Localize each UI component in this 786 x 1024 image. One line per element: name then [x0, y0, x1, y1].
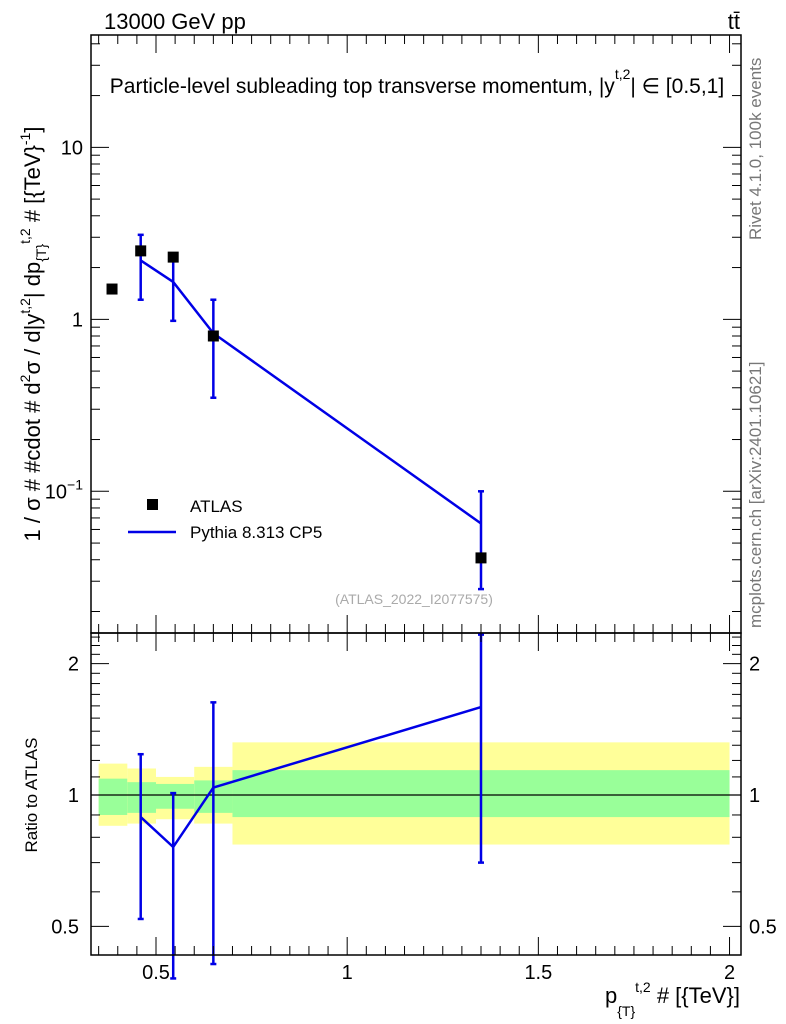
ratio-x-tick-label: 2 [724, 962, 735, 984]
uncertainty-bands [98, 742, 730, 845]
ratio-line [139, 705, 482, 849]
mc-line [140, 259, 482, 525]
inner-uncertainty-band [98, 778, 128, 815]
energy-label: 13000 GeV pp [104, 9, 246, 34]
process-label: tt̄ [728, 9, 740, 34]
main-y-axis: 10 1 10−1 [45, 43, 741, 613]
atlas-data-point [135, 245, 147, 257]
atlas-data-point [475, 552, 487, 564]
main-x-axis [98, 35, 731, 633]
atlas-data-point [207, 330, 219, 342]
main-y-tick-label: 1 [72, 309, 83, 331]
ratio-y-tick-label-right: 0.5 [749, 916, 777, 938]
rivet-version-label: Rivet 4.1.0, 100k events [746, 58, 765, 240]
main-plot-panel: (ATLAS_2022_I2077575) 10 1 10−1 ATLAS Pyth… [17, 34, 742, 634]
data-series [106, 245, 487, 564]
legend-pythia-label: Pythia 8.313 CP5 [190, 523, 322, 542]
ratio-x-tick-label: 1.5 [524, 962, 552, 984]
main-plot-frame [90, 34, 742, 634]
legend: ATLAS Pythia 8.313 CP5 [128, 497, 322, 542]
plot-title: Particle-level subleading top transverse… [110, 66, 724, 98]
ratio-x-tick-label: 0.5 [142, 962, 170, 984]
analysis-id-label: (ATLAS_2022_I2077575) [335, 591, 493, 607]
atlas-data-point [106, 283, 118, 295]
ratio-series [137, 633, 484, 980]
mc-series [137, 233, 484, 591]
main-y-tick-label: 10−1 [45, 476, 83, 503]
main-y-tick-label: 10 [61, 137, 83, 159]
main-y-axis-title: 1 / σ # #cdot # d2σ / d|yt,2| dp{T}t,2 #… [17, 127, 49, 542]
ratio-y-tick-label: 2 [68, 654, 79, 676]
ratio-y-tick-label-right: 1 [749, 785, 760, 807]
ratio-y-tick-label: 1 [68, 785, 79, 807]
ratio-y-axis-title: Ratio to ATLAS [22, 738, 41, 853]
legend-atlas-label: ATLAS [190, 497, 243, 516]
atlas-data-point [167, 251, 179, 263]
ratio-y-axis: 0.5 0.5 1 1 2 2 [51, 636, 777, 938]
x-axis-title: p{T}t,2 # [{TeV}] [605, 979, 740, 1019]
ratio-plot-frame [90, 632, 742, 956]
ratio-y-tick-label: 0.5 [51, 916, 79, 938]
inner-uncertainty-band [156, 783, 195, 809]
ratio-x-axis: 0.5 1 1.5 2 [98, 633, 735, 984]
ratio-y-tick-label-right: 2 [749, 654, 760, 676]
mcplots-source-label: mcplots.cern.ch [arXiv:2401.10621] [746, 362, 765, 628]
legend-atlas-marker [147, 499, 158, 510]
ratio-plot-panel: 0.5 0.5 1 1 2 2 0.5 1 1.5 2 Ratio to ATLAS p{T}t… [22, 632, 777, 1019]
ratio-x-tick-label: 1 [342, 962, 353, 984]
